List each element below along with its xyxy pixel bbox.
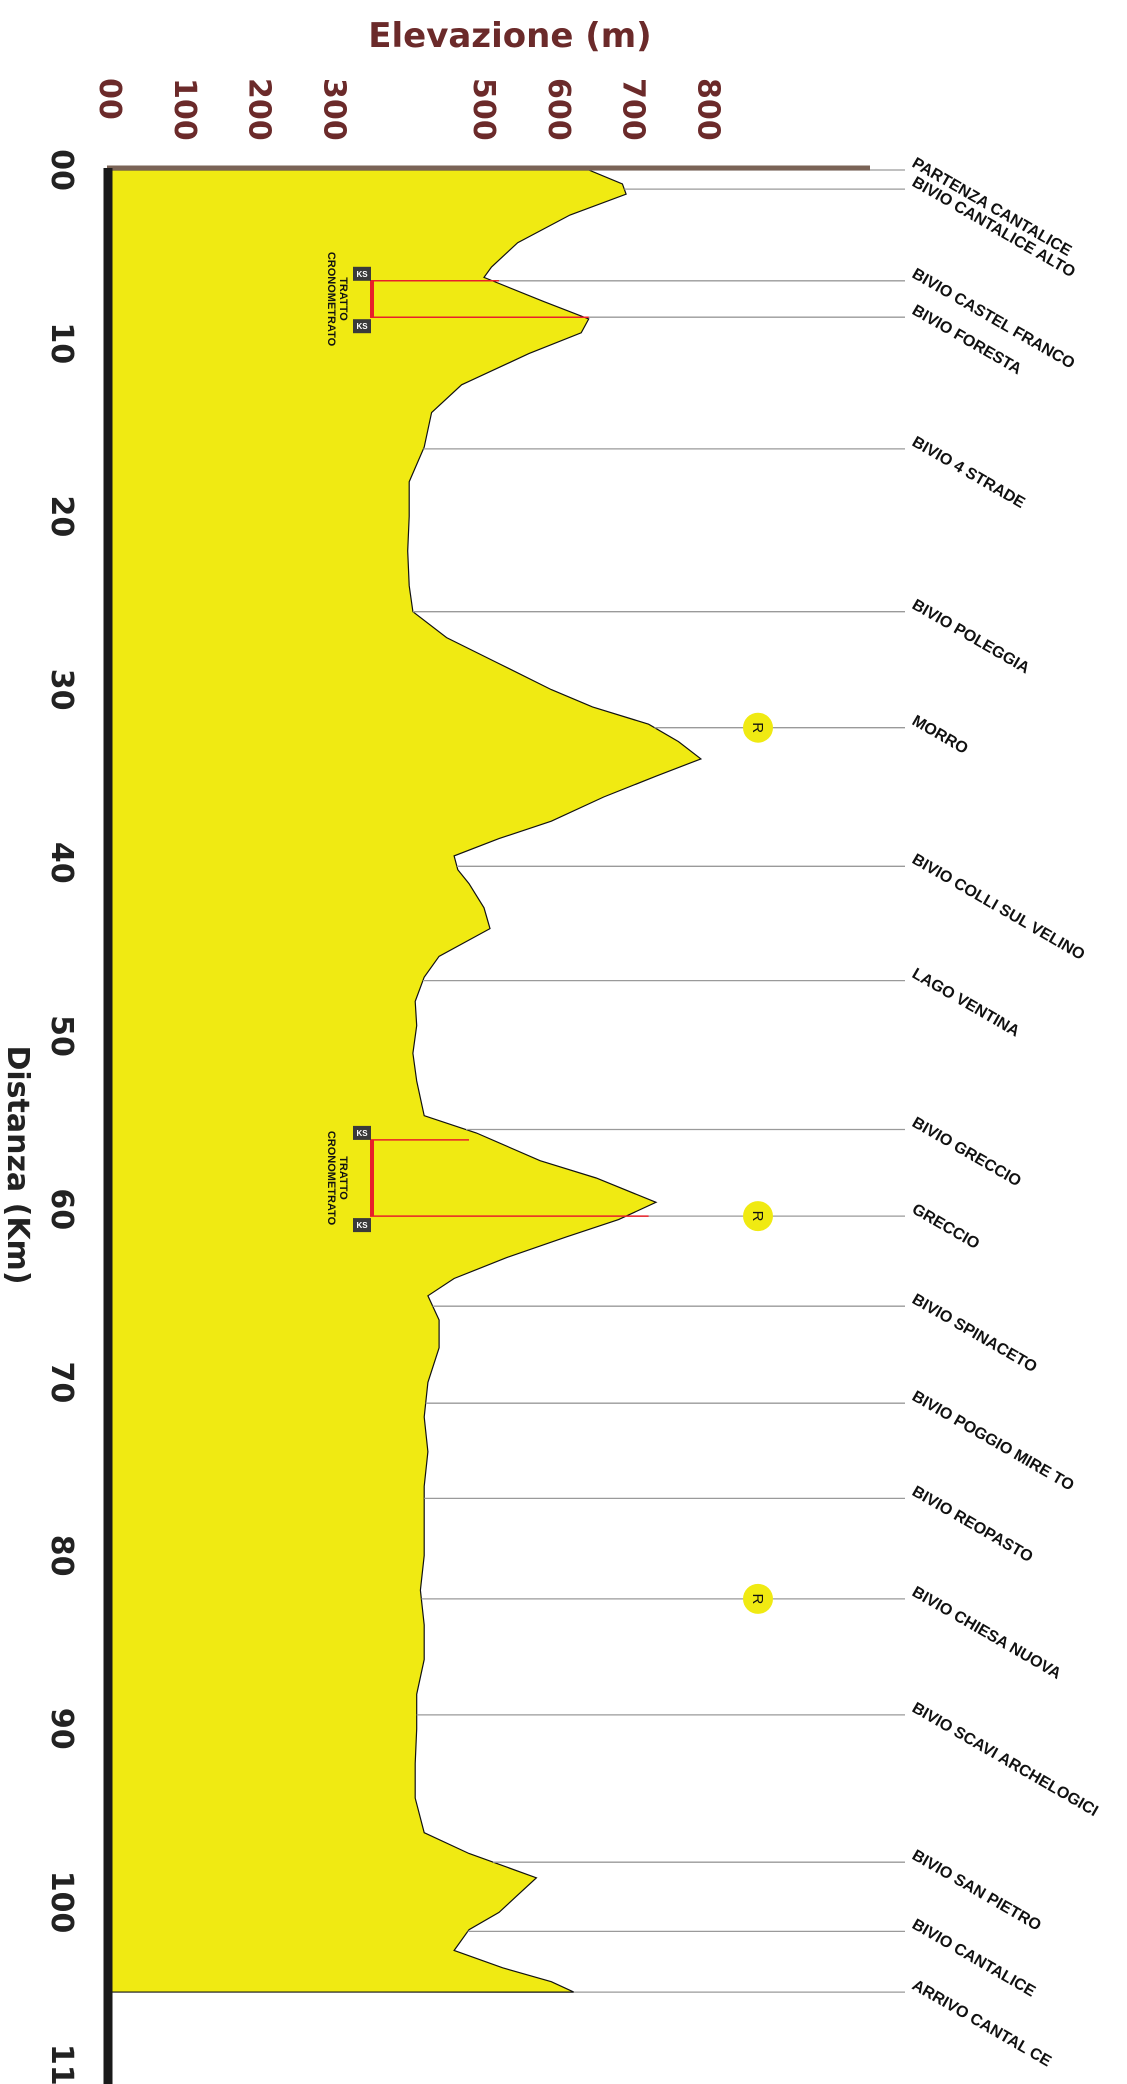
waypoint-label: BIVIO CANTALICE ALTO	[909, 174, 1078, 281]
x-tick-label: 10	[44, 322, 79, 364]
elevation-area	[109, 169, 703, 1993]
refreshment-badge	[743, 1201, 773, 1232]
x-tick-label: 20	[44, 496, 79, 538]
timed-marker-text: KS	[356, 1221, 368, 1230]
y-axis-title: Elevazione (m)	[368, 16, 651, 56]
x-tick-label: 50	[44, 1015, 79, 1057]
x-tick-label: 30	[44, 669, 79, 711]
timed-label-line1: TRATTO	[337, 277, 349, 321]
timed-marker	[353, 1125, 371, 1140]
y-tick-label: 00	[92, 78, 127, 120]
waypoint-label: BIVIO POGGIO MIRE TO	[909, 1388, 1077, 1495]
x-axis-title: Distanza (Km)	[0, 1045, 35, 1284]
x-tick-label: 100	[44, 1871, 79, 1934]
waypoint-label: BIVIO GRECCIO	[909, 1114, 1024, 1190]
timed-marker-text: KS	[356, 270, 368, 279]
refreshment-badge	[743, 712, 773, 743]
waypoint-label: GRECCIO	[909, 1201, 982, 1253]
waypoint-label: PARTENZA CANTALICE	[909, 155, 1075, 260]
timed-marker-text: KS	[356, 1129, 368, 1138]
waypoint-label: MORRO	[909, 712, 971, 757]
waypoint-label: BIVIO SPINACETO	[909, 1291, 1040, 1376]
y-tick-label: 100	[167, 78, 202, 141]
timed-label-line2: CRONOMETRATO	[325, 1131, 337, 1226]
waypoint-label: BIVIO CHIESA NUOVA	[909, 1584, 1064, 1683]
x-tick-label: 70	[44, 1362, 79, 1404]
waypoint-label: BIVIO POLEGGIA	[909, 596, 1033, 677]
y-tick-label: 300	[316, 78, 351, 141]
waypoint-label: BIVIO SAN PIETRO	[909, 1847, 1044, 1935]
profile-layer	[109, 169, 703, 1993]
refreshment-layer: R R R	[743, 712, 773, 1614]
x-tick-label: 40	[44, 842, 79, 884]
waypoint-label: BIVIO REOPASTO	[909, 1483, 1036, 1566]
y-tick-label: 500	[466, 78, 501, 141]
x-tick-label: 60	[44, 1188, 79, 1230]
refreshment-badge-label: R	[749, 1593, 766, 1604]
waypoint-label: BIVIO SCAVI ARCHELOGICI	[909, 1700, 1101, 1821]
refreshment-badge-label: R	[749, 1211, 766, 1222]
timed-marker-text: KS	[356, 322, 368, 331]
y-tick-label: 700	[616, 78, 651, 141]
timed-marker	[353, 266, 371, 281]
timed-marker	[353, 319, 371, 334]
waypoint-label: BIVIO 4 STRADE	[909, 434, 1028, 512]
x-tick-label: 00	[44, 149, 79, 191]
y-tick-label: 200	[242, 78, 277, 141]
y-tick-label: 800	[690, 78, 725, 141]
refreshment-badge-label: R	[749, 722, 766, 733]
axes-layer: 00 100 200 300 500 600 700 800 00 10 20 30 40 50 60 70 8…	[44, 78, 870, 2084]
timed-marker	[353, 1218, 371, 1233]
waypoint-label: LAGO VENTINA	[909, 965, 1023, 1040]
timed-label-line2: CRONOMETRATO	[325, 252, 337, 347]
x-tick-label: 80	[44, 1535, 79, 1577]
x-tick-label: 90	[44, 1708, 79, 1750]
waypoint-lines-layer	[412, 169, 905, 1993]
refreshment-badge	[743, 1583, 773, 1614]
timed-sections-layer: KSKSTRATTOCRONOMETRATOKSKSTRATTOCRONOMET…	[325, 252, 649, 1233]
waypoint-label: BIVIO COLLI SUL VELINO	[909, 851, 1087, 964]
timed-label-line1: TRATTO	[337, 1156, 349, 1200]
y-tick-label: 600	[541, 78, 576, 141]
x-tick-label: 110	[44, 2044, 79, 2084]
